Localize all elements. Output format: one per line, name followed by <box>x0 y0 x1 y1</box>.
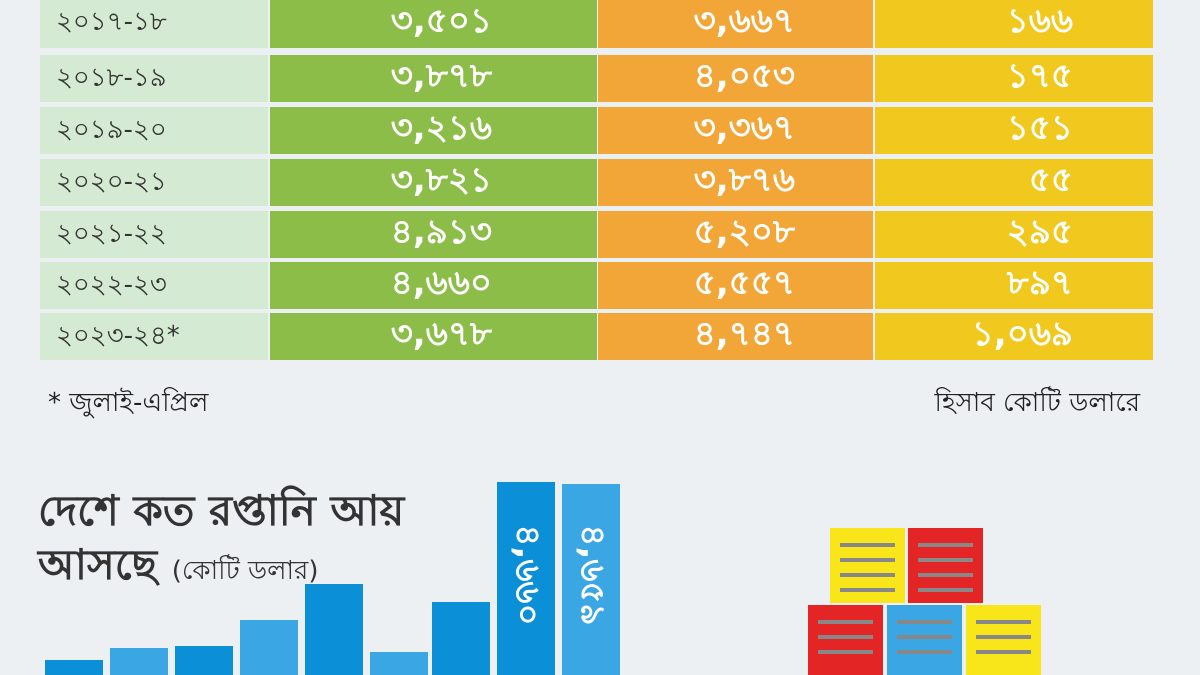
value-cell: ৪,৯১৩ <box>270 211 597 258</box>
value-cell: ৫,২০৮ <box>598 211 873 258</box>
value-cell: ৩,২১৬ <box>270 107 597 154</box>
bar <box>305 584 363 675</box>
fiscal-year: ২০১৭-১৮ <box>40 0 268 48</box>
bars: ৪,৬৬০ ৪,৬৫৯ <box>45 482 620 675</box>
document <box>966 605 1041 675</box>
fiscal-year: ২০১৮-১৯ <box>40 55 268 102</box>
value-cell: ১৬৬ <box>875 0 1153 48</box>
value-cell: ৩,৬৭৮ <box>270 313 597 360</box>
document <box>887 605 962 675</box>
value-cell: ৮৯৭ <box>875 262 1153 309</box>
fiscal-year: ২০১৯-২০ <box>40 107 268 154</box>
document <box>808 605 883 675</box>
bar <box>110 648 168 675</box>
value-cell: ১৫১ <box>875 107 1153 154</box>
value-cell: ৩,৫০১ <box>270 0 597 48</box>
value-cell: ১,০৬৯ <box>875 313 1153 360</box>
value-cell: ৫৫ <box>875 159 1153 206</box>
title-word: আসছে <box>38 540 158 589</box>
bar <box>175 646 233 675</box>
value-cell: ২৯৫ <box>875 211 1153 258</box>
bar <box>497 482 555 675</box>
fiscal-year: ২০২৩-২৪* <box>40 313 268 360</box>
chart-title: দেশে কত রপ্তানি আয় <box>38 486 405 535</box>
value-cell: ৪,৬৬০ <box>270 262 597 309</box>
fiscal-year: ২০২১-২২ <box>40 211 268 258</box>
value-cell: ৩,৮৭৮ <box>270 55 597 102</box>
fiscal-year: ২০২০-২১ <box>40 159 268 206</box>
value-cell: ৩,৬৬৭ <box>598 0 873 48</box>
bar-label: ৪,৬৫৯ <box>573 524 613 625</box>
bar-label: ৪,৬৬০ <box>508 524 548 625</box>
bar <box>432 602 490 675</box>
value-cell: ৩,৮২১ <box>270 159 597 206</box>
bar <box>562 484 620 675</box>
bar <box>240 620 298 675</box>
value-cell: ৪,৭৪৭ <box>598 313 873 360</box>
value-cell: ৫,৫৫৭ <box>598 262 873 309</box>
chart-title-line-2: আসছে (কোটি ডলার) <box>38 532 319 603</box>
fiscal-year: ২০২২-২৩ <box>40 262 268 309</box>
value-cell: ৩,৩৬৭ <box>598 107 873 154</box>
bar <box>45 660 103 675</box>
value-cell: ৩,৮৭৬ <box>598 159 873 206</box>
value-cell: ৪,০৫৩ <box>598 55 873 102</box>
unit: (কোটি ডলার) <box>171 556 319 586</box>
unit-note: হিসাব কোটি ডলারে <box>934 388 1141 418</box>
documents-icon <box>808 528 1041 675</box>
value-cell: ১৭৫ <box>875 55 1153 102</box>
bar <box>370 652 428 675</box>
footnote: * জুলাই-এপ্রিল <box>48 388 209 418</box>
